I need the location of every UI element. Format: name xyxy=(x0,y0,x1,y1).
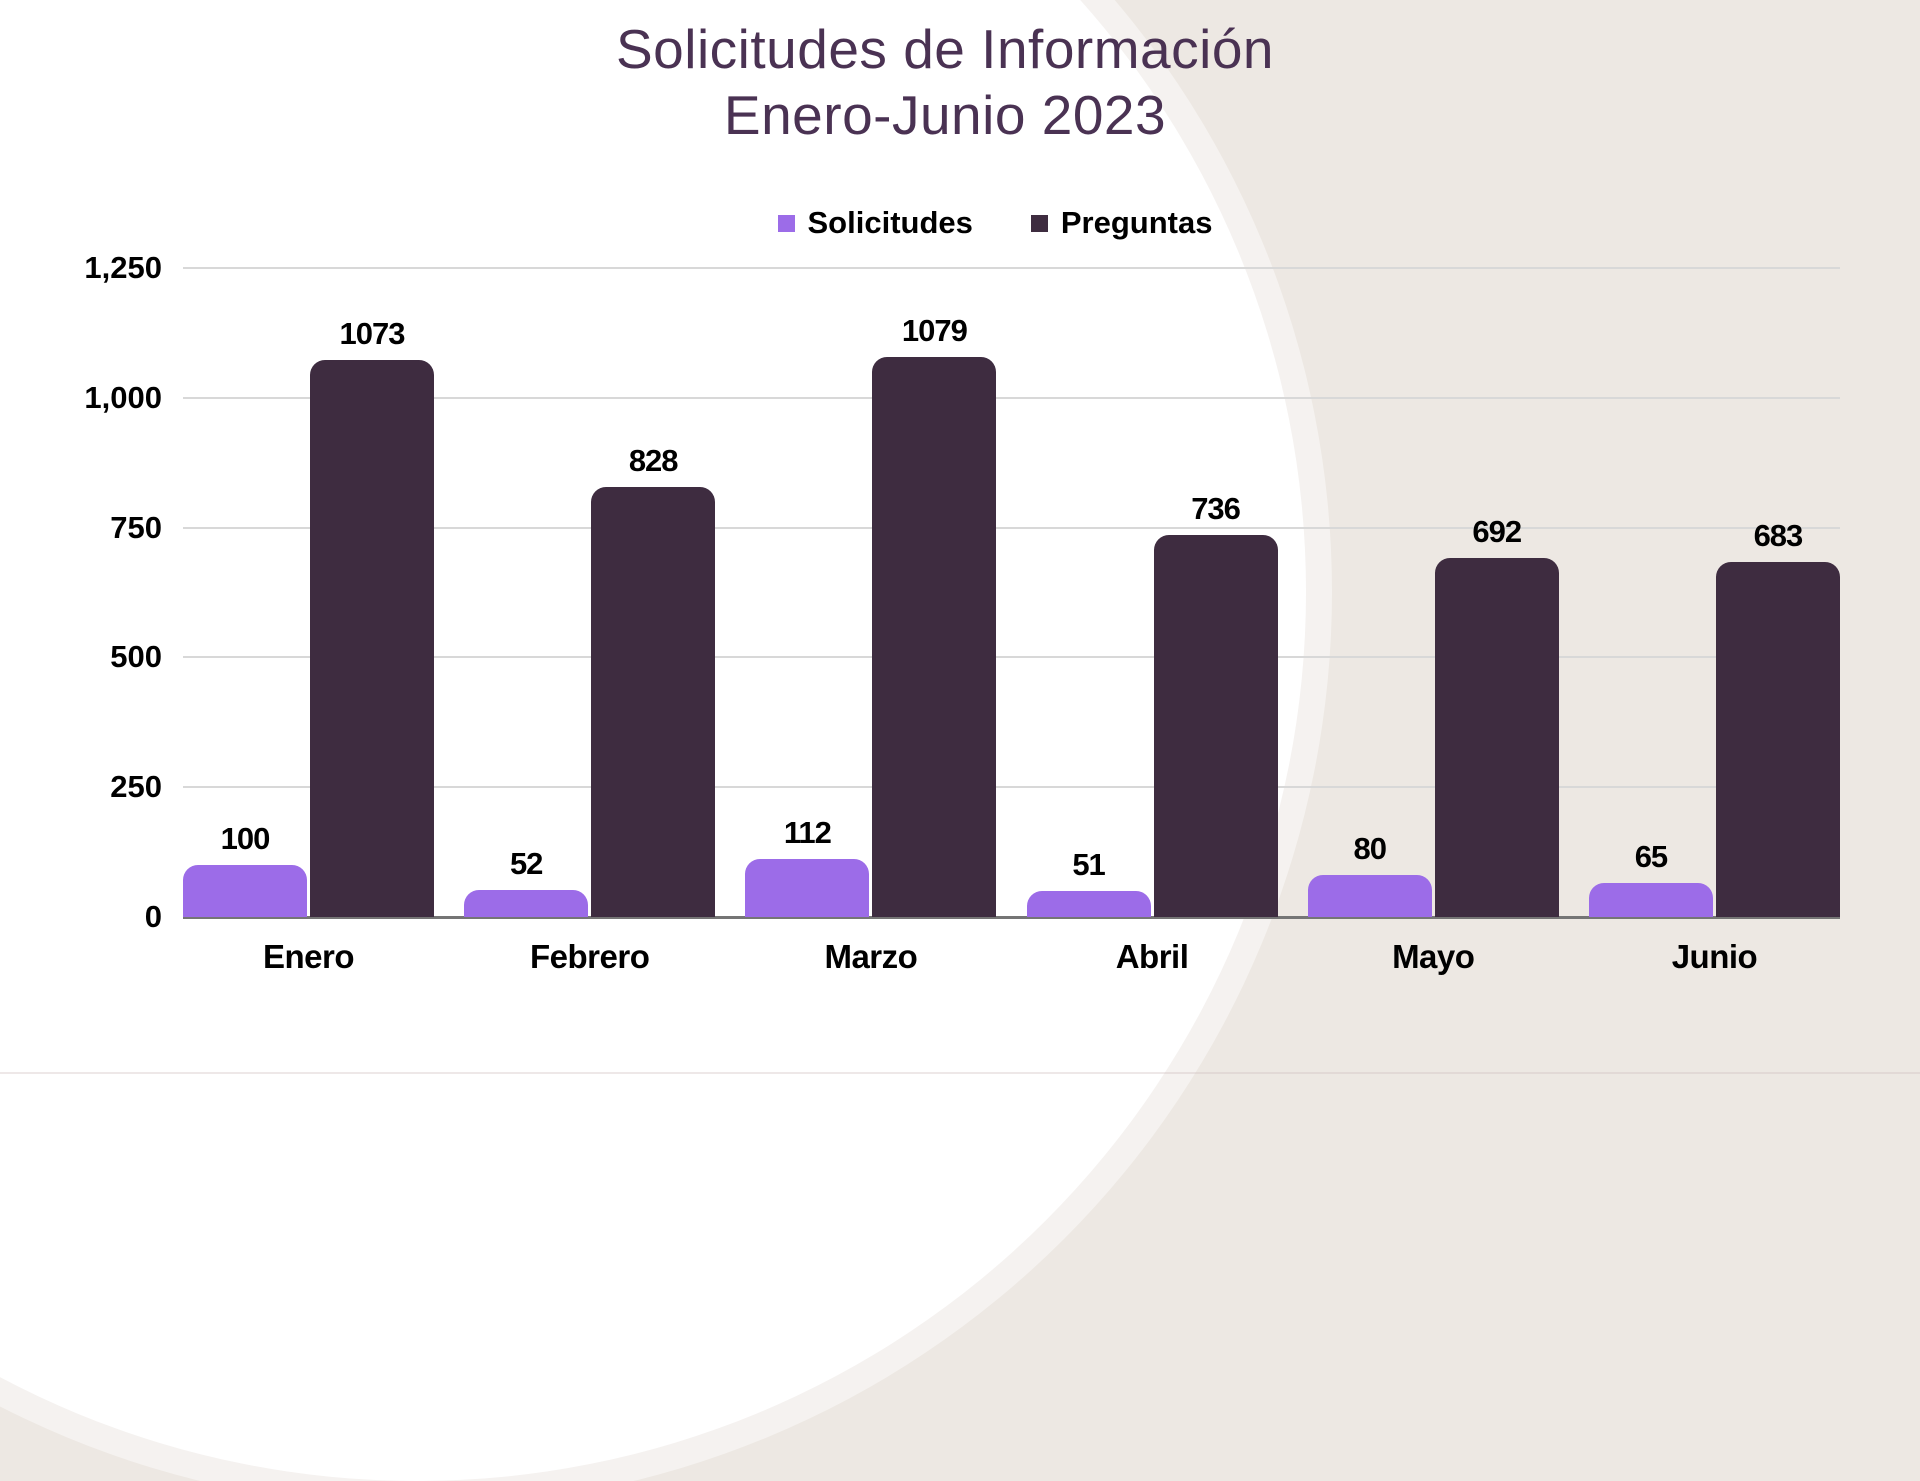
bar-preguntas-abril: 736 xyxy=(1153,491,1278,917)
x-axis-label-abril: Abril xyxy=(1115,938,1189,975)
gridline xyxy=(183,656,1840,659)
y-axis-label: 250 xyxy=(110,769,162,805)
bar-solicitudes-junio: 65 xyxy=(1588,839,1713,917)
y-axis-label: 1,000 xyxy=(84,379,162,415)
bottom-hairline xyxy=(0,1072,1920,1074)
chart-title: Solicitudes de Información Enero-Junio 2… xyxy=(0,16,1890,148)
data-label: 1079 xyxy=(901,312,968,348)
bar-solicitudes-mayo: 80 xyxy=(1307,831,1432,917)
x-axis-line xyxy=(183,916,1840,919)
gridline xyxy=(183,267,1840,269)
bar-solicitudes-abril: 51 xyxy=(1026,847,1151,917)
x-axis-label-marzo: Marzo xyxy=(824,938,918,975)
chart-title-line2: Enero-Junio 2023 xyxy=(723,84,1167,146)
gridline xyxy=(183,396,1840,399)
bar-solicitudes-marzo: 112 xyxy=(745,815,870,917)
legend-label: Solicitudes xyxy=(807,205,973,240)
x-axis-label-junio: Junio xyxy=(1671,938,1758,975)
data-label: 683 xyxy=(1753,518,1804,554)
x-axis: Enero Febrero Marzo Abril Mayo Junio xyxy=(183,938,1840,976)
data-label: 51 xyxy=(1072,846,1105,882)
y-axis-label: 1,250 xyxy=(84,250,162,285)
bar-preguntas-mayo: 692 xyxy=(1434,514,1559,917)
bar-group-enero: 100 1073 xyxy=(183,316,434,917)
bar-solicitudes-febrero: 52 xyxy=(464,846,589,917)
bar-group-mayo: 80 692 xyxy=(1307,514,1559,917)
chart-title-line1: Solicitudes de Información xyxy=(615,18,1275,80)
data-label: 828 xyxy=(628,443,679,479)
x-axis-label-febrero: Febrero xyxy=(530,938,650,975)
data-label: 80 xyxy=(1353,831,1387,867)
bar-preguntas-junio: 683 xyxy=(1715,518,1840,917)
bar-preguntas-enero: 1073 xyxy=(310,316,434,917)
y-axis: 0 250 500 750 1,000 1,250 xyxy=(0,250,162,934)
data-label: 692 xyxy=(1472,513,1522,549)
legend-item-preguntas: Preguntas xyxy=(1030,205,1213,241)
data-label: 736 xyxy=(1191,490,1241,526)
bar-group-febrero: 52 828 xyxy=(464,443,716,917)
data-label: 1073 xyxy=(339,315,406,351)
data-label: 65 xyxy=(1634,839,1668,875)
x-axis-label-mayo: Mayo xyxy=(1392,938,1475,975)
bar-group-abril: 51 736 xyxy=(1026,491,1278,917)
plot-area: 100 1073 52 828 112 1079 51 736 80 692 65 683 xyxy=(183,267,1840,919)
bar-groups: 100 1073 52 828 112 1079 51 736 80 692 65 683 xyxy=(183,268,1840,917)
bar-group-junio: 65 683 xyxy=(1588,518,1840,917)
legend: Solicitudes Preguntas xyxy=(0,205,1920,241)
data-label: 100 xyxy=(220,821,271,857)
bar-solicitudes-enero: 100 xyxy=(183,821,307,917)
legend-item-solicitudes: Solicitudes xyxy=(777,205,973,241)
solicitudes-swatch-icon xyxy=(777,214,795,232)
y-axis-label: 750 xyxy=(110,509,162,545)
legend-label: Preguntas xyxy=(1060,205,1213,240)
data-label: 112 xyxy=(783,814,832,850)
data-label: 52 xyxy=(509,846,543,882)
y-axis-label: 0 xyxy=(144,899,162,934)
preguntas-swatch-icon xyxy=(1030,214,1048,232)
bar-preguntas-marzo: 1079 xyxy=(872,313,997,917)
gridline xyxy=(183,526,1840,529)
bar-group-marzo: 112 1079 xyxy=(745,313,997,917)
gridline xyxy=(183,786,1840,789)
y-axis-label: 500 xyxy=(110,639,162,675)
bar-preguntas-febrero: 828 xyxy=(591,443,716,917)
x-axis-label-enero: Enero xyxy=(262,938,355,975)
